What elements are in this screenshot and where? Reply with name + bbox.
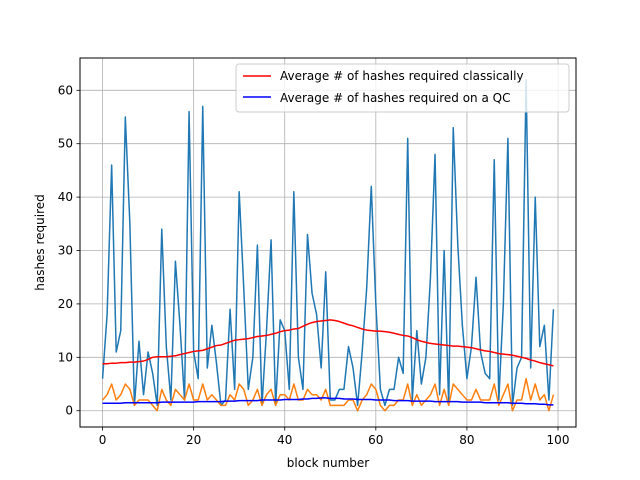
x-tick-label: 40 bbox=[277, 433, 292, 447]
series-qc-raw bbox=[101, 377, 555, 412]
x-tick-label: 100 bbox=[547, 433, 570, 447]
y-tick-label: 40 bbox=[58, 190, 73, 204]
y-axis-label: hashes required bbox=[33, 194, 47, 291]
legend-label-classical: Average # of hashes required classically bbox=[280, 69, 524, 83]
legend-box bbox=[235, 63, 570, 113]
x-tick-label: 0 bbox=[99, 433, 107, 447]
y-tick-label: 60 bbox=[58, 83, 73, 97]
series-group bbox=[101, 78, 555, 412]
x-tick-label: 60 bbox=[368, 433, 383, 447]
series-qc-average bbox=[102, 397, 554, 406]
series-blocks-raw bbox=[101, 78, 555, 407]
x-tick-label: 20 bbox=[186, 433, 201, 447]
y-tick-label: 50 bbox=[58, 137, 73, 151]
x-axis-label: block number bbox=[287, 456, 370, 470]
x-tick-label: 80 bbox=[459, 433, 474, 447]
axis-ticks: 0 20 40 60 80 100 0 10 20 30 40 50 60 bbox=[58, 83, 570, 447]
legend: Average # of hashes required classically… bbox=[235, 63, 570, 113]
series-classical-average bbox=[102, 319, 554, 367]
legend-label-qc: Average # of hashes required on a QC bbox=[280, 91, 510, 105]
y-tick-label: 30 bbox=[58, 244, 73, 258]
y-tick-label: 20 bbox=[58, 297, 73, 311]
plot-frame bbox=[79, 57, 577, 428]
y-tick-label: 10 bbox=[58, 350, 73, 364]
y-tick-label: 0 bbox=[65, 404, 73, 418]
